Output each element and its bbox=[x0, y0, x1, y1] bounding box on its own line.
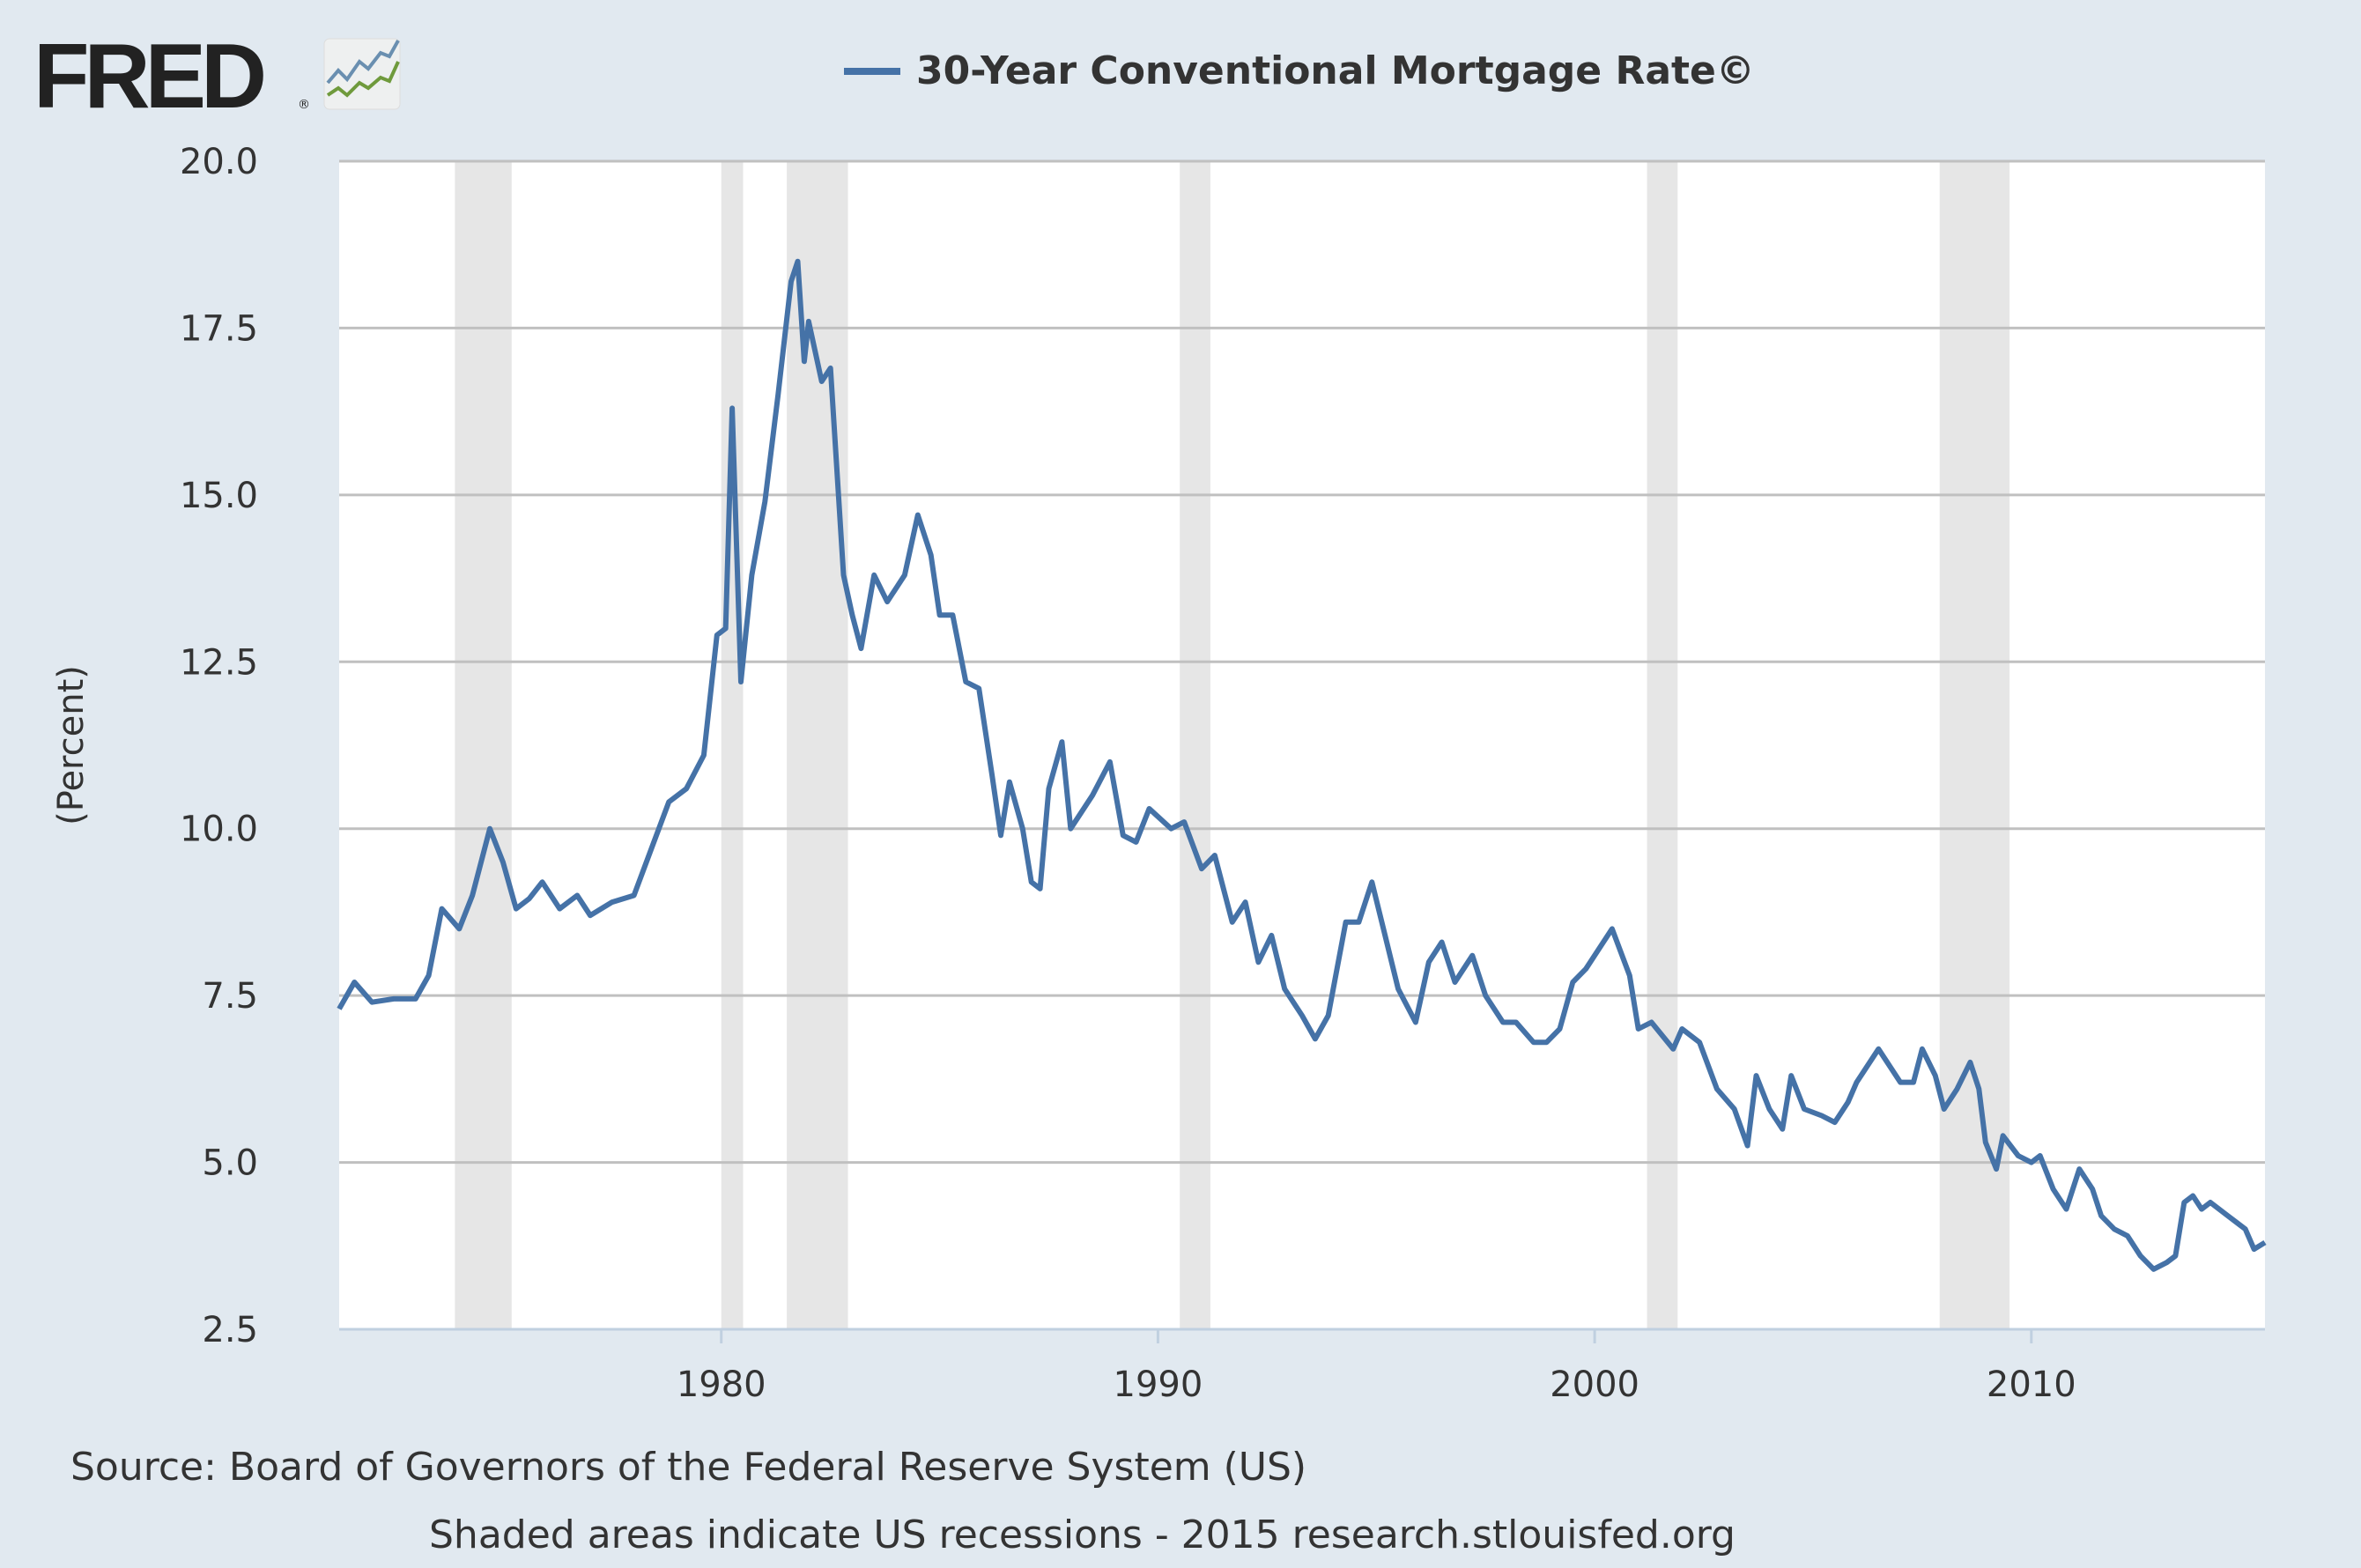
recession-band bbox=[787, 161, 848, 1329]
y-tick-label: 20.0 bbox=[180, 142, 258, 182]
recession-band bbox=[721, 161, 744, 1329]
x-tick-label: 1990 bbox=[1114, 1365, 1203, 1405]
y-axis-label: (Percent) bbox=[51, 665, 92, 825]
y-tick-label: 15.0 bbox=[180, 476, 258, 516]
y-tick-label: 5.0 bbox=[202, 1143, 258, 1184]
y-tick-label: 10.0 bbox=[180, 810, 258, 850]
y-tick-label: 2.5 bbox=[202, 1310, 258, 1350]
recession-band bbox=[1939, 161, 2010, 1329]
fred-logo-registered: ® bbox=[298, 98, 310, 112]
recession-shading bbox=[455, 161, 2010, 1329]
x-tick-label: 2010 bbox=[1987, 1365, 2076, 1405]
legend: 30-Year Conventional Mortgage Rate© bbox=[844, 48, 1755, 93]
y-tick-label: 12.5 bbox=[180, 642, 258, 683]
recession-band bbox=[455, 161, 512, 1329]
fred-logo-chart-icon bbox=[323, 38, 401, 110]
y-tick-label: 7.5 bbox=[202, 976, 258, 1017]
y-axis-ticks: 2.5 5.0 7.5 10.0 12.5 15.0 17.5 20.0 bbox=[180, 142, 258, 1350]
legend-label: 30-Year Conventional Mortgage Rate© bbox=[916, 48, 1755, 93]
footer-source: Source: Board of Governors of the Federa… bbox=[70, 1445, 1306, 1490]
fred-logo-text: FRED bbox=[33, 26, 263, 128]
footer-note: Shaded areas indicate US recessions - 20… bbox=[429, 1513, 1736, 1557]
y-tick-label: 17.5 bbox=[180, 308, 258, 349]
legend-swatch bbox=[844, 68, 900, 75]
series-line-mortgage-rate bbox=[337, 258, 2267, 1272]
recession-band bbox=[1180, 161, 1210, 1329]
x-tick-label: 2000 bbox=[1550, 1365, 1639, 1405]
recession-band bbox=[1647, 161, 1678, 1329]
x-axis-ticks: 1980 1990 2000 2010 bbox=[677, 1329, 2076, 1405]
x-tick-label: 1980 bbox=[677, 1365, 766, 1405]
fred-logo[interactable]: FRED ® bbox=[33, 26, 401, 128]
